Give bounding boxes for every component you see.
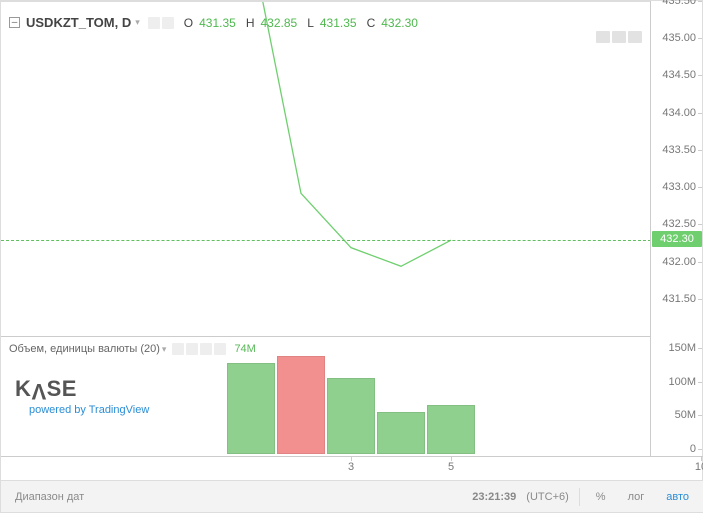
volume-y-tick: 100M xyxy=(668,376,696,388)
auto-button[interactable]: авто xyxy=(660,488,695,506)
price-y-tick: 434.50 xyxy=(662,69,696,81)
chart-header: – USDKZT_TOM, D ▾ O 431.35 H 432.85 L 43… xyxy=(9,15,418,30)
volume-y-axis[interactable]: 150M 100M 50M 0 xyxy=(650,336,702,456)
interval-text: D xyxy=(122,15,131,30)
volume-bar xyxy=(327,378,375,454)
price-chart[interactable] xyxy=(1,1,651,336)
symbol-tool-icons xyxy=(148,17,174,29)
x-tick: 3 xyxy=(348,461,354,473)
percent-button[interactable]: % xyxy=(590,488,612,506)
settings-icon[interactable] xyxy=(148,17,160,29)
log-button[interactable]: лог xyxy=(622,488,651,506)
open-value: 431.35 xyxy=(199,16,236,30)
symbol-interval-sep: , xyxy=(115,15,122,30)
volume-bar xyxy=(227,363,275,454)
collapse-icon[interactable]: – xyxy=(9,17,20,28)
volume-y-tick: 50M xyxy=(675,409,696,421)
open-label: O xyxy=(184,16,193,30)
volume-bar xyxy=(377,412,425,454)
x-tick: 5 xyxy=(448,461,454,473)
kase-logo-block: KVSE powered by TradingView xyxy=(15,376,149,416)
chevron-down-icon[interactable]: ▾ xyxy=(135,17,140,28)
kase-subtitle: powered by TradingView xyxy=(29,404,149,416)
symbol-text: USDKZT_TOM xyxy=(26,15,115,30)
price-y-tick: 433.50 xyxy=(662,144,696,156)
chart-container: – USDKZT_TOM, D ▾ O 431.35 H 432.85 L 43… xyxy=(0,0,703,513)
symbol-name[interactable]: USDKZT_TOM, D xyxy=(26,15,131,30)
low-value: 431.35 xyxy=(320,16,357,30)
price-y-tick: 435.50 xyxy=(662,0,696,7)
clock-time: 23:21:39 xyxy=(472,491,516,503)
high-label: H xyxy=(246,16,255,30)
price-y-tick: 432.00 xyxy=(662,256,696,268)
volume-bar xyxy=(427,405,475,454)
clock-tz[interactable]: (UTC+6) xyxy=(526,491,568,503)
last-price-line xyxy=(1,240,651,241)
close-label: C xyxy=(367,16,376,30)
price-y-tick: 435.00 xyxy=(662,32,696,44)
price-line-series xyxy=(1,2,651,337)
price-y-axis[interactable]: 435.50 435.00 434.50 434.00 433.50 433.00 432.… xyxy=(650,1,702,336)
volume-bar xyxy=(277,356,325,454)
price-y-tick: 433.00 xyxy=(662,181,696,193)
volume-y-tick: 0 xyxy=(690,443,696,455)
separator xyxy=(579,488,580,506)
price-y-tick: 434.00 xyxy=(662,107,696,119)
more-icon[interactable] xyxy=(162,17,174,29)
bottom-toolbar: Диапазон дат 23:21:39 (UTC+6) % лог авто xyxy=(1,480,703,512)
high-value: 432.85 xyxy=(260,16,297,30)
close-value: 432.30 xyxy=(381,16,418,30)
x-axis[interactable]: 351012 xyxy=(1,456,703,478)
last-price-tag: 432.30 xyxy=(652,231,702,247)
volume-y-tick: 150M xyxy=(668,342,696,354)
price-y-tick: 432.50 xyxy=(662,218,696,230)
kase-logo: KVSE xyxy=(15,376,149,402)
low-label: L xyxy=(307,16,314,30)
price-y-tick: 431.50 xyxy=(662,293,696,305)
date-range-button[interactable]: Диапазон дат xyxy=(9,488,90,506)
x-tick: 10 xyxy=(695,461,703,473)
